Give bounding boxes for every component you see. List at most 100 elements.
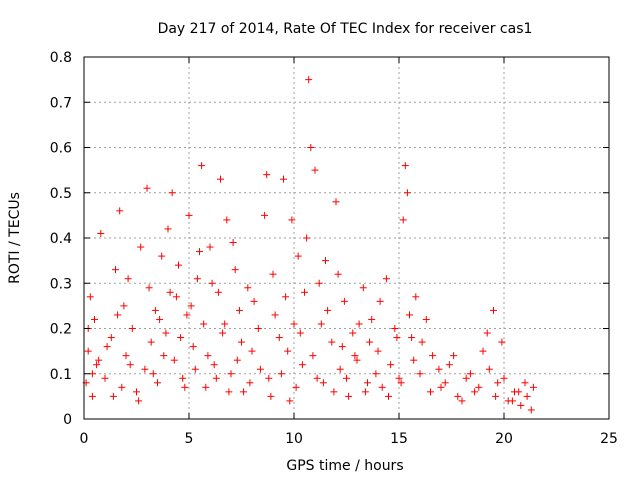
data-point <box>429 352 437 360</box>
data-point <box>471 388 479 396</box>
data-point <box>410 356 418 364</box>
y-tick-label: 0.1 <box>50 367 72 383</box>
data-point <box>479 347 487 355</box>
data-point <box>189 343 197 351</box>
x-tick-label: 0 <box>80 431 89 447</box>
data-point <box>296 329 304 337</box>
y-tick-label: 0.8 <box>50 50 72 66</box>
data-point <box>128 325 136 332</box>
data-point <box>336 365 344 373</box>
data-point <box>261 211 269 219</box>
data-point <box>191 365 199 373</box>
data-point <box>492 392 500 400</box>
data-point <box>345 392 353 400</box>
data-point <box>351 352 359 360</box>
data-point <box>183 311 191 319</box>
data-point <box>244 284 252 292</box>
data-point <box>338 343 346 351</box>
data-point <box>145 284 153 292</box>
data-point <box>170 356 178 364</box>
data-point <box>374 347 382 355</box>
data-point <box>399 216 407 224</box>
data-point <box>164 225 172 233</box>
y-tick-label: 0 <box>63 412 72 428</box>
data-point <box>202 383 210 391</box>
data-point <box>393 334 401 342</box>
data-point <box>88 392 96 400</box>
data-point <box>217 175 224 183</box>
data-point <box>198 162 206 170</box>
data-point <box>309 352 317 360</box>
data-point <box>403 189 411 197</box>
data-point <box>366 338 374 346</box>
data-point <box>133 388 140 396</box>
data-point <box>359 284 367 292</box>
data-point <box>208 279 216 287</box>
data-point <box>151 306 159 314</box>
grid-lines <box>84 57 609 419</box>
data-point <box>107 334 115 342</box>
data-point <box>212 374 220 382</box>
data-point <box>523 392 531 400</box>
data-point <box>269 270 277 278</box>
data-point <box>219 329 227 337</box>
data-point <box>515 388 523 396</box>
x-tick-label: 10 <box>285 431 303 447</box>
x-tick-label: 15 <box>390 431 408 447</box>
x-tick-label: 5 <box>185 431 194 447</box>
data-point <box>292 383 300 391</box>
data-point <box>112 266 119 274</box>
data-point <box>126 361 134 369</box>
data-point <box>527 406 535 414</box>
data-point <box>376 297 384 305</box>
data-point <box>288 216 296 224</box>
data-point <box>160 352 168 360</box>
data-point <box>93 361 101 369</box>
data-point <box>328 338 336 346</box>
data-point <box>301 288 308 296</box>
data-point <box>221 320 229 328</box>
data-point <box>275 334 283 342</box>
data-point <box>355 320 363 328</box>
data-point <box>147 338 155 346</box>
data-point <box>227 370 235 378</box>
data-point <box>445 361 453 369</box>
y-tick-label: 0.5 <box>50 186 72 202</box>
data-point <box>116 207 124 215</box>
data-point <box>334 270 342 278</box>
y-tick-label: 0.4 <box>50 231 72 247</box>
y-tick-labels: 0 0.1 0.2 0.3 0.4 0.5 0.6 0.7 0.8 <box>50 50 72 428</box>
data-point <box>86 293 94 301</box>
data-point <box>353 356 361 364</box>
data-point <box>256 365 264 373</box>
data-point <box>498 338 506 346</box>
data-point <box>97 229 105 237</box>
y-tick-label: 0.3 <box>50 276 72 292</box>
data-point <box>122 352 130 360</box>
data-point <box>95 356 103 364</box>
x-tick-labels: 0 5 10 15 20 25 <box>80 431 618 447</box>
data-point <box>137 243 145 251</box>
data-point <box>298 361 306 369</box>
data-point <box>521 379 529 387</box>
data-point <box>277 370 285 378</box>
data-point <box>397 379 405 387</box>
data-point <box>135 397 143 405</box>
data-point <box>250 297 258 305</box>
data-point <box>466 370 474 378</box>
data-point <box>124 275 132 283</box>
data-point <box>319 379 327 387</box>
data-point <box>246 379 254 387</box>
data-point <box>315 279 323 287</box>
data-point <box>240 388 248 396</box>
data-point <box>290 320 298 328</box>
data-point <box>214 288 222 296</box>
data-point <box>343 374 350 382</box>
data-point <box>406 311 413 319</box>
x-tick-label: 20 <box>495 431 513 447</box>
data-point <box>462 374 470 382</box>
data-point <box>177 334 185 342</box>
data-point <box>103 343 111 351</box>
data-point <box>149 370 157 378</box>
